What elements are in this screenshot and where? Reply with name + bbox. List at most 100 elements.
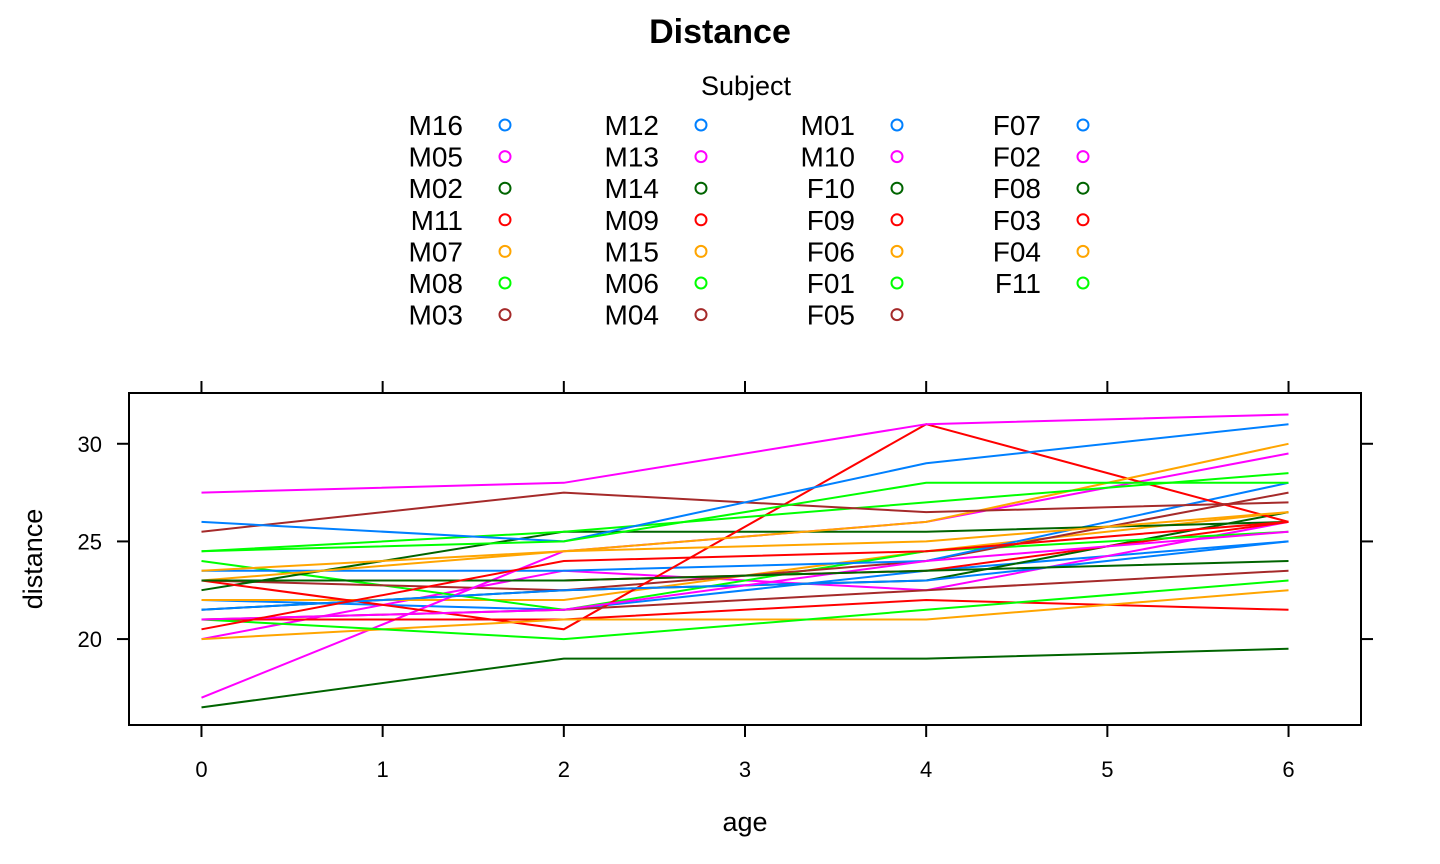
series-line-f01 bbox=[201, 579, 1289, 641]
chart-title: Distance bbox=[649, 13, 791, 51]
legend-marker bbox=[498, 150, 512, 164]
legend-item-f08: F08 bbox=[993, 173, 1090, 204]
legend-item-m08: M08 bbox=[409, 268, 512, 299]
legend-marker bbox=[498, 118, 512, 132]
legend-marker bbox=[498, 244, 512, 258]
legend-label: M02 bbox=[409, 173, 463, 204]
legend-item-m01: M01 bbox=[801, 110, 904, 141]
legend-label: M12 bbox=[605, 110, 659, 141]
legend-marker bbox=[1076, 213, 1090, 227]
legend-label: F07 bbox=[993, 110, 1041, 141]
legend: M16M05M02M11M07M08M03M12M13M14M09M15M06M… bbox=[409, 110, 1090, 331]
legend-item-f06: F06 bbox=[807, 236, 904, 267]
legend-marker bbox=[1076, 181, 1090, 195]
legend-item-f05: F05 bbox=[807, 300, 904, 331]
y-tick-label: 25 bbox=[78, 529, 102, 554]
legend-label: M11 bbox=[411, 205, 463, 236]
legend-label: F04 bbox=[993, 236, 1041, 267]
legend-item-m16: M16 bbox=[409, 110, 512, 141]
legend-label: F06 bbox=[807, 236, 855, 267]
legend-label: M07 bbox=[409, 236, 463, 267]
legend-marker bbox=[890, 308, 904, 322]
legend-label: F11 bbox=[995, 268, 1041, 299]
legend-marker bbox=[498, 213, 512, 227]
legend-item-f11: F11 bbox=[995, 268, 1090, 299]
legend-label: M09 bbox=[605, 205, 659, 236]
legend-marker bbox=[694, 308, 708, 322]
legend-item-f03: F03 bbox=[993, 205, 1090, 236]
legend-item-f04: F04 bbox=[993, 236, 1090, 267]
legend-item-m02: M02 bbox=[409, 173, 512, 204]
y-tick-label: 30 bbox=[78, 432, 102, 457]
legend-label: F03 bbox=[993, 205, 1041, 236]
legend-item-m04: M04 bbox=[605, 300, 708, 331]
legend-label: M06 bbox=[605, 268, 659, 299]
legend-label: M04 bbox=[605, 300, 659, 331]
legend-item-m10: M10 bbox=[801, 142, 904, 173]
axes: 0 1 2 3 4 5 6 20 25 30 bbox=[78, 381, 1373, 782]
legend-marker bbox=[498, 308, 512, 322]
legend-label: M10 bbox=[801, 142, 855, 173]
x-tick-label: 6 bbox=[1282, 757, 1294, 782]
legend-item-m03: M03 bbox=[409, 300, 512, 331]
legend-marker bbox=[694, 213, 708, 227]
series-line-f10 bbox=[201, 647, 1289, 709]
legend-item-m09: M09 bbox=[605, 205, 708, 236]
x-tick-label: 1 bbox=[377, 757, 389, 782]
x-axis-label: age bbox=[722, 807, 767, 837]
series-line-f03 bbox=[201, 520, 1289, 631]
legend-marker bbox=[1076, 244, 1090, 258]
legend-item-m11: M11 bbox=[411, 205, 512, 236]
legend-label: M08 bbox=[409, 268, 463, 299]
legend-marker bbox=[694, 181, 708, 195]
legend-item-f01: F01 bbox=[807, 268, 904, 299]
series-line-f02 bbox=[201, 530, 1289, 621]
x-tick-label: 3 bbox=[739, 757, 751, 782]
y-axis-label: distance bbox=[18, 509, 48, 610]
series-line-m12 bbox=[201, 481, 1289, 572]
legend-marker bbox=[890, 118, 904, 132]
legend-label: M01 bbox=[801, 110, 855, 141]
legend-item-m07: M07 bbox=[409, 236, 512, 267]
plot-frame bbox=[128, 392, 1362, 726]
legend-label: F05 bbox=[807, 300, 855, 331]
legend-marker bbox=[890, 244, 904, 258]
x-tick-label: 4 bbox=[920, 757, 932, 782]
x-tick-label: 2 bbox=[558, 757, 570, 782]
legend-marker bbox=[694, 276, 708, 290]
legend-marker bbox=[890, 181, 904, 195]
legend-item-m14: M14 bbox=[605, 173, 708, 204]
series-line-f11 bbox=[201, 481, 1289, 553]
series-line-m01 bbox=[201, 423, 1289, 543]
legend-label: M15 bbox=[605, 236, 659, 267]
legend-item-f02: F02 bbox=[993, 142, 1090, 173]
legend-title: Subject bbox=[701, 71, 792, 101]
legend-item-f09: F09 bbox=[807, 205, 904, 236]
legend-marker bbox=[498, 276, 512, 290]
series-line-m06 bbox=[201, 472, 1289, 553]
series-line-f05 bbox=[201, 569, 1289, 621]
legend-item-m12: M12 bbox=[605, 110, 708, 141]
series-line-f04 bbox=[201, 511, 1289, 572]
legend-marker bbox=[694, 244, 708, 258]
legend-label: M03 bbox=[409, 300, 463, 331]
legend-marker bbox=[694, 118, 708, 132]
plot-lines bbox=[201, 413, 1289, 709]
legend-label: F01 bbox=[807, 268, 855, 299]
legend-item-f10: F10 bbox=[807, 173, 904, 204]
y-tick-label: 20 bbox=[78, 627, 102, 652]
legend-item-m06: M06 bbox=[605, 268, 708, 299]
legend-marker bbox=[890, 150, 904, 164]
legend-item-m05: M05 bbox=[409, 142, 512, 173]
legend-label: F10 bbox=[807, 173, 855, 204]
legend-label: F09 bbox=[807, 205, 855, 236]
legend-label: F08 bbox=[993, 173, 1041, 204]
x-tick-label: 0 bbox=[195, 757, 207, 782]
legend-item-m15: M15 bbox=[605, 236, 708, 267]
legend-label: M14 bbox=[605, 173, 659, 204]
legend-marker bbox=[890, 213, 904, 227]
legend-label: M05 bbox=[409, 142, 463, 173]
x-tick-label: 5 bbox=[1101, 757, 1113, 782]
legend-item-m13: M13 bbox=[605, 142, 708, 173]
legend-marker bbox=[498, 181, 512, 195]
